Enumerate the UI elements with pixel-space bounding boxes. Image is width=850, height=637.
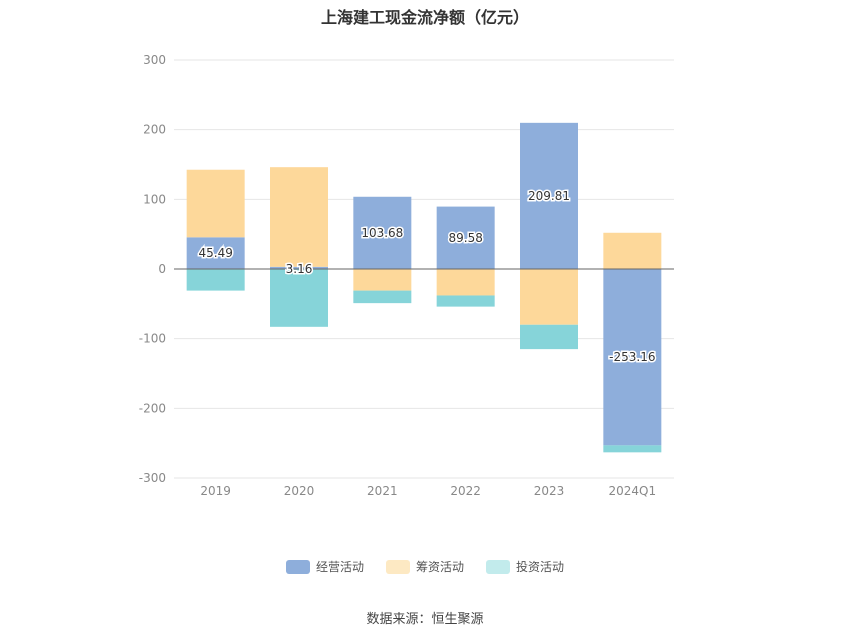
legend-label-investing: 投资活动 — [516, 560, 565, 574]
bar-0-1 — [270, 266, 328, 269]
y-tick-label-4: -100 — [139, 332, 166, 346]
legend-item-financing[interactable]: 筹资活动 — [385, 558, 464, 575]
y-tick-label-3: 0 — [158, 262, 166, 276]
x-tick-label-3: 2022 — [450, 484, 481, 498]
data-label-2: 103.68 — [361, 226, 403, 240]
bar-0-2 — [353, 196, 412, 269]
bar-2-5 — [603, 445, 662, 453]
chart-title: 上海建工现金流净额（亿元） — [320, 8, 529, 27]
bar-2-2 — [353, 290, 412, 304]
bar-2-1 — [270, 269, 328, 327]
x-tick-label-5: 2024Q1 — [609, 484, 657, 498]
data-label-1: 3.16 — [286, 262, 313, 276]
y-tick-label-2: 100 — [143, 192, 166, 206]
bar-1-3 — [436, 269, 495, 296]
bar-1-0 — [186, 169, 245, 238]
data-label-3: 89.58 — [448, 231, 482, 245]
legend-swatch-operating — [285, 559, 310, 574]
y-tick-label-6: -300 — [139, 471, 166, 485]
bar-2-3 — [436, 295, 495, 307]
y-tick-label-0: 300 — [143, 53, 166, 67]
bar-1-4 — [520, 269, 578, 325]
bar-1-2 — [353, 269, 412, 291]
legend-label-operating: 经营活动 — [315, 560, 364, 574]
x-tick-label-0: 2019 — [200, 484, 231, 498]
bar-0-5 — [603, 269, 662, 446]
data-label-4: 209.81 — [528, 189, 570, 203]
legend-item-operating[interactable]: 经营活动 — [285, 558, 364, 575]
legend-label-financing: 筹资活动 — [415, 560, 464, 574]
legend-swatch-investing — [486, 559, 510, 574]
bar-0-4 — [520, 122, 578, 269]
bar-2-0 — [186, 269, 245, 291]
legend-item-investing[interactable]: 投资活动 — [486, 558, 564, 575]
bar-1-5 — [603, 232, 662, 269]
x-tick-label-4: 2023 — [534, 484, 565, 498]
bar-0-0 — [186, 237, 245, 269]
x-tick-label-1: 2020 — [284, 484, 315, 498]
bar-1-1 — [270, 167, 328, 267]
y-tick-label-5: -200 — [139, 401, 166, 415]
bar-2-4 — [520, 324, 578, 350]
data-source: 数据来源：恒生聚源 — [366, 612, 484, 627]
data-label-0: 45.49 — [198, 246, 232, 260]
x-tick-label-2: 2021 — [367, 484, 398, 498]
legend-swatch-financing — [385, 559, 410, 574]
bar-0-3 — [436, 206, 495, 269]
y-tick-label-1: 200 — [143, 123, 166, 137]
chart-legend: 经营活动 筹资活动 投资活动 — [0, 558, 850, 575]
data-label-5: -253.16 — [609, 350, 655, 364]
